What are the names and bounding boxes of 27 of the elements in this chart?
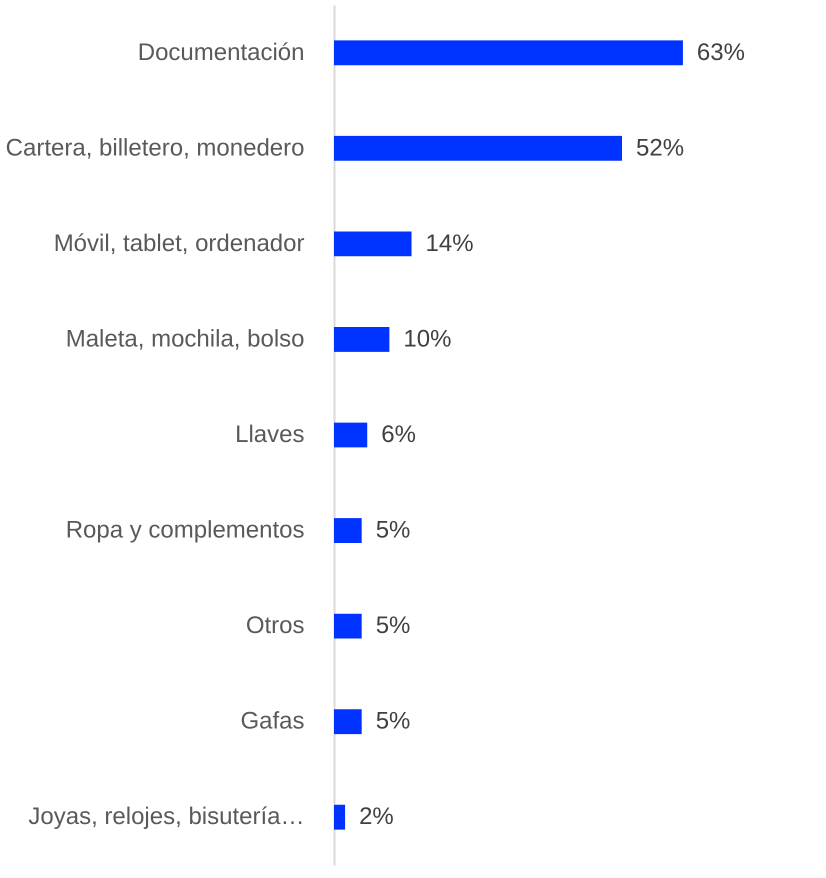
y-tick-label: Otros (246, 612, 304, 640)
y-tick-label: Móvil, tablet, ordenador (54, 230, 304, 257)
y-tick-label: Documentación (138, 38, 304, 66)
bar (334, 231, 412, 256)
data-label: 5% (376, 708, 410, 735)
y-tick-label: Joyas, relojes, bisutería… (28, 803, 304, 830)
data-label: 14% (426, 230, 474, 257)
bar (334, 327, 390, 352)
bar (334, 40, 683, 66)
bar (334, 614, 362, 639)
data-label: 52% (636, 134, 684, 162)
bar (334, 518, 362, 543)
bar (334, 804, 346, 830)
y-tick-label: Cartera, billetero, monedero (6, 134, 304, 162)
bar (334, 422, 368, 448)
data-label: 5% (376, 516, 410, 544)
data-label: 6% (381, 421, 416, 448)
data-label: 5% (376, 612, 410, 640)
data-label: 10% (403, 325, 452, 352)
bar (334, 709, 362, 734)
bar (334, 136, 622, 161)
y-tick-label: Maleta, mochila, bolso (66, 325, 304, 352)
y-tick-label: Ropa y complementos (66, 516, 304, 544)
data-label: 63% (696, 38, 745, 66)
y-tick-label: Llaves (235, 421, 304, 448)
data-label: 2% (359, 803, 394, 830)
y-tick-label: Gafas (240, 708, 304, 735)
